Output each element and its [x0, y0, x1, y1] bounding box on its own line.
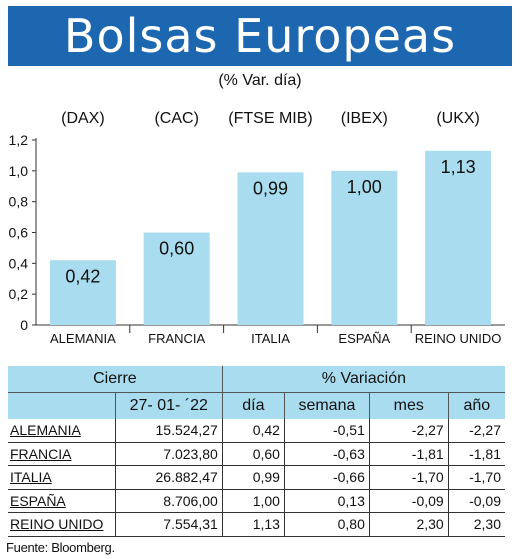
x-category-label: ALEMANIA	[50, 331, 116, 346]
y-tick-label: 1,2	[9, 132, 29, 148]
table-row: FRANCIA 7.023,80 0,60 -0,63 -1,81 -1,81	[8, 442, 505, 466]
chart-subtitle: (% Var. día)	[218, 72, 302, 89]
close-cell: 15.524,27	[114, 419, 223, 443]
bar	[425, 150, 492, 325]
dia-cell: 1,00	[221, 489, 285, 513]
country-cell: ESPAÑA	[8, 489, 116, 513]
header-anio: año	[447, 392, 505, 419]
bar-value-label: 1,13	[441, 157, 476, 177]
anio-cell: -2,27	[447, 419, 505, 443]
country-cell: FRANCIA	[8, 442, 116, 466]
bar-value-label: 0,42	[65, 266, 100, 286]
close-cell: 26.882,47	[114, 465, 223, 490]
dia-cell: 0,60	[221, 442, 285, 466]
mes-cell: -0,09	[368, 489, 449, 513]
chart-title: Bolsas Europeas	[63, 9, 457, 63]
bar	[143, 232, 210, 325]
anio-cell: -1,81	[447, 442, 505, 466]
title-banner: Bolsas Europeas	[8, 6, 512, 66]
semana-cell: 0,80	[283, 512, 370, 537]
source-note: Fuente: Bloomberg.	[6, 540, 115, 555]
y-tick-label: 0,8	[9, 194, 29, 210]
mes-cell: -1,70	[368, 465, 449, 490]
header-date: 27- 01- ´22	[114, 392, 223, 419]
semana-cell: 0,13	[283, 489, 370, 513]
header-variacion: % Variación	[221, 366, 505, 393]
table-row: REINO UNIDO 7.554,31 1,13 0,80 2,30 2,30	[8, 512, 505, 537]
header-semana: semana	[283, 392, 370, 419]
table-row: ESPAÑA 8.706,00 1,00 0,13 -0,09 -0,09	[8, 489, 505, 513]
x-category-label: REINO UNIDO	[415, 331, 502, 346]
country-cell: REINO UNIDO	[8, 512, 116, 537]
semana-cell: -0,66	[283, 465, 370, 490]
dia-cell: 0,99	[221, 465, 285, 490]
anio-cell: -0,09	[447, 489, 505, 513]
dia-cell: 0,42	[221, 419, 285, 443]
semana-cell: -0,63	[283, 442, 370, 466]
country-cell: ITALIA	[8, 465, 116, 490]
table-row: ITALIA 26.882,47 0,99 -0,66 -1,70 -1,70	[8, 465, 505, 490]
x-category-label: ESPAÑA	[338, 331, 390, 346]
y-tick-label: 0,2	[9, 286, 29, 302]
semana-cell: -0,51	[283, 419, 370, 443]
bar-value-label: 0,60	[159, 239, 194, 259]
index-label: (FTSE MIB)	[228, 110, 312, 127]
y-tick-label: 1,0	[9, 163, 29, 179]
bar-value-label: 0,99	[253, 178, 288, 198]
y-tick-label: 0,6	[9, 225, 29, 241]
y-tick-label: 0	[20, 317, 28, 333]
header-cierre: Cierre	[8, 366, 223, 393]
country-cell: ALEMANIA	[8, 419, 116, 443]
dia-cell: 1,13	[221, 512, 285, 537]
bar	[331, 170, 398, 325]
close-cell: 8.706,00	[114, 489, 223, 513]
mes-cell: -2,27	[368, 419, 449, 443]
mes-cell: -1,81	[368, 442, 449, 466]
bar	[49, 260, 116, 325]
header-mes: mes	[368, 392, 449, 419]
header-dia: día	[221, 392, 285, 419]
y-tick-label: 0,4	[9, 255, 29, 271]
data-table: Cierre % Variación 27- 01- ´22 día seman…	[8, 366, 505, 537]
anio-cell: 2,30	[447, 512, 505, 537]
index-label: (CAC)	[154, 110, 198, 127]
index-label: (IBEX)	[341, 110, 388, 127]
anio-cell: -1,70	[447, 465, 505, 490]
mes-cell: 2,30	[368, 512, 449, 537]
x-category-label: FRANCIA	[148, 331, 205, 346]
index-label: (UKX)	[436, 110, 480, 127]
x-category-label: ITALIA	[251, 331, 290, 346]
bar-value-label: 1,00	[347, 177, 382, 197]
bar-chart: 0 0,2 0,4 0,6 0,8 1,0 1,2 0,42 ALEMANIA (DAX) 0,60…	[9, 110, 505, 346]
close-cell: 7.023,80	[114, 442, 223, 466]
header-blank	[8, 392, 116, 419]
index-label: (DAX)	[61, 110, 105, 127]
table-row: ALEMANIA 15.524,27 0,42 -0,51 -2,27 -2,27	[8, 419, 505, 443]
close-cell: 7.554,31	[114, 512, 223, 537]
bar	[237, 172, 304, 325]
